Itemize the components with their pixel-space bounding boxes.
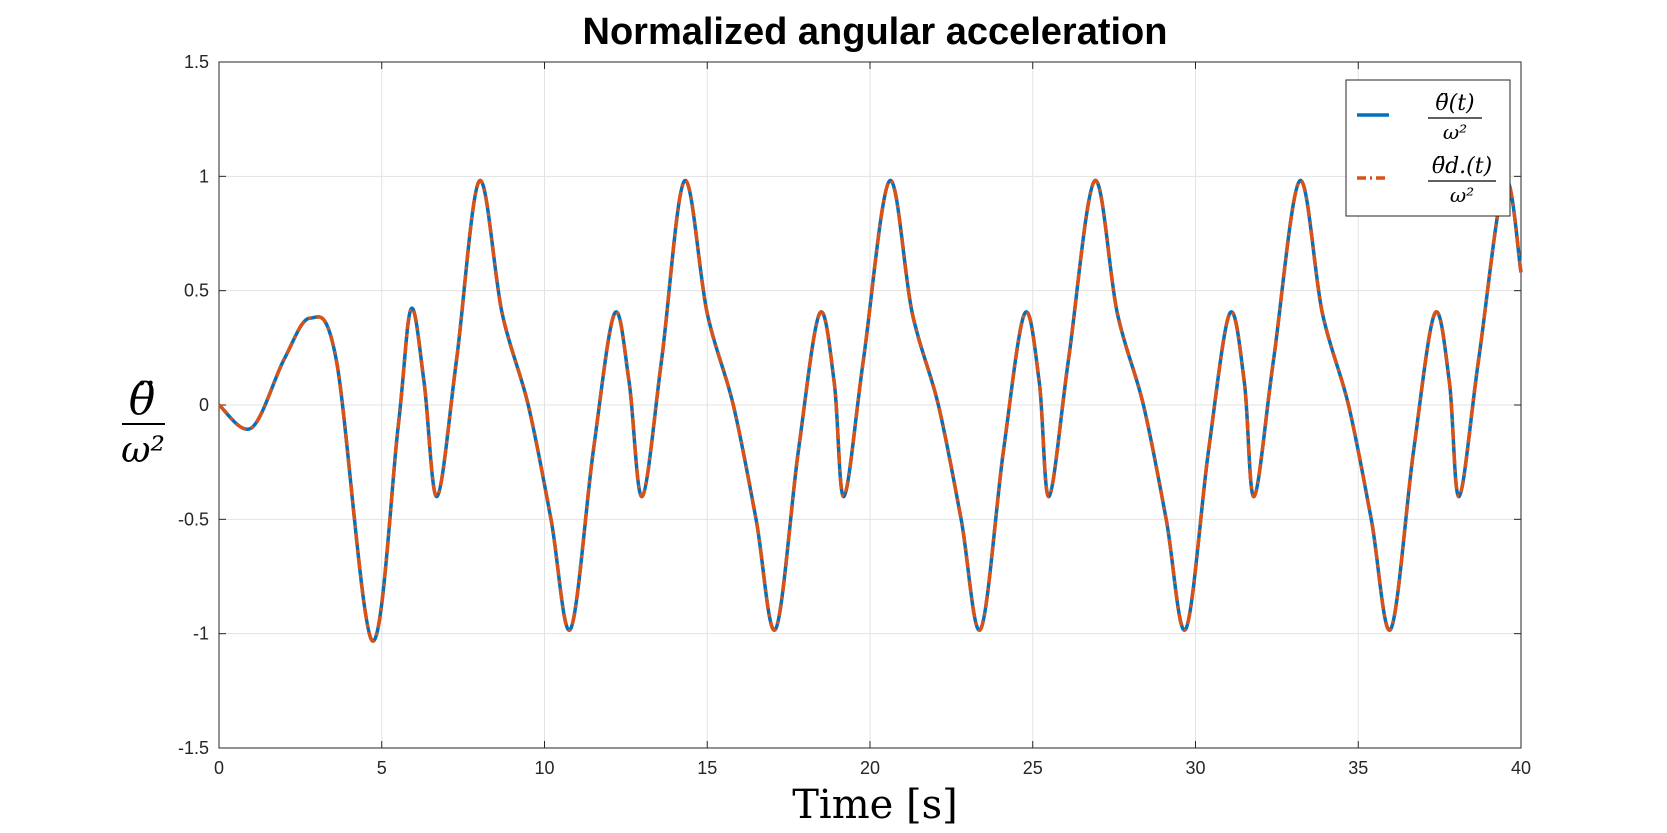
legend-label-series-2-denominator: ω² (1450, 183, 1474, 207)
series-group (217, 177, 1523, 643)
y-axis-label-denominator: ω² (121, 430, 165, 471)
y-tick-label: -1.5 (178, 738, 209, 758)
y-tick-label: -1 (193, 624, 209, 644)
legend: θ̈(t) ω² θ̈d.(t) ω² (1345, 79, 1511, 217)
x-tick-label: 40 (1511, 758, 1531, 778)
y-tick-label: -0.5 (178, 509, 209, 529)
y-tick-label: 1 (199, 166, 209, 186)
x-tick-label: 35 (1348, 758, 1368, 778)
legend-label-series-2-numerator: θ̈d.(t) (1432, 154, 1492, 179)
x-tick-label: 25 (1023, 758, 1043, 778)
y-axis-label: θ̈ ω² (121, 374, 165, 471)
chart-title: Normalized angular acceleration (583, 11, 1168, 53)
legend-box (1345, 79, 1511, 217)
y-tick-label: 0 (199, 395, 209, 415)
legend-label-series-1-numerator: θ̈(t) (1435, 91, 1474, 116)
y-axis-label-numerator: θ̈ (129, 374, 156, 425)
legend-label-series-1-denominator: ω² (1443, 120, 1467, 144)
x-tick-label: 15 (697, 758, 717, 778)
x-tick-label: 5 (377, 758, 387, 778)
x-tick-label: 20 (860, 758, 880, 778)
x-axis-label: Time [s] (792, 782, 958, 828)
x-tick-label: 30 (1185, 758, 1205, 778)
y-tick-label: 1.5 (184, 52, 209, 72)
ticks: 0 5 10 15 20 25 30 35 40 -1.5 -1 -0.5 0 0.5 1 1.5 (178, 52, 1531, 778)
x-tick-label: 10 (534, 758, 554, 778)
series-line-2 (217, 177, 1523, 643)
x-tick-label: 0 (214, 758, 224, 778)
y-tick-label: 0.5 (184, 281, 209, 301)
